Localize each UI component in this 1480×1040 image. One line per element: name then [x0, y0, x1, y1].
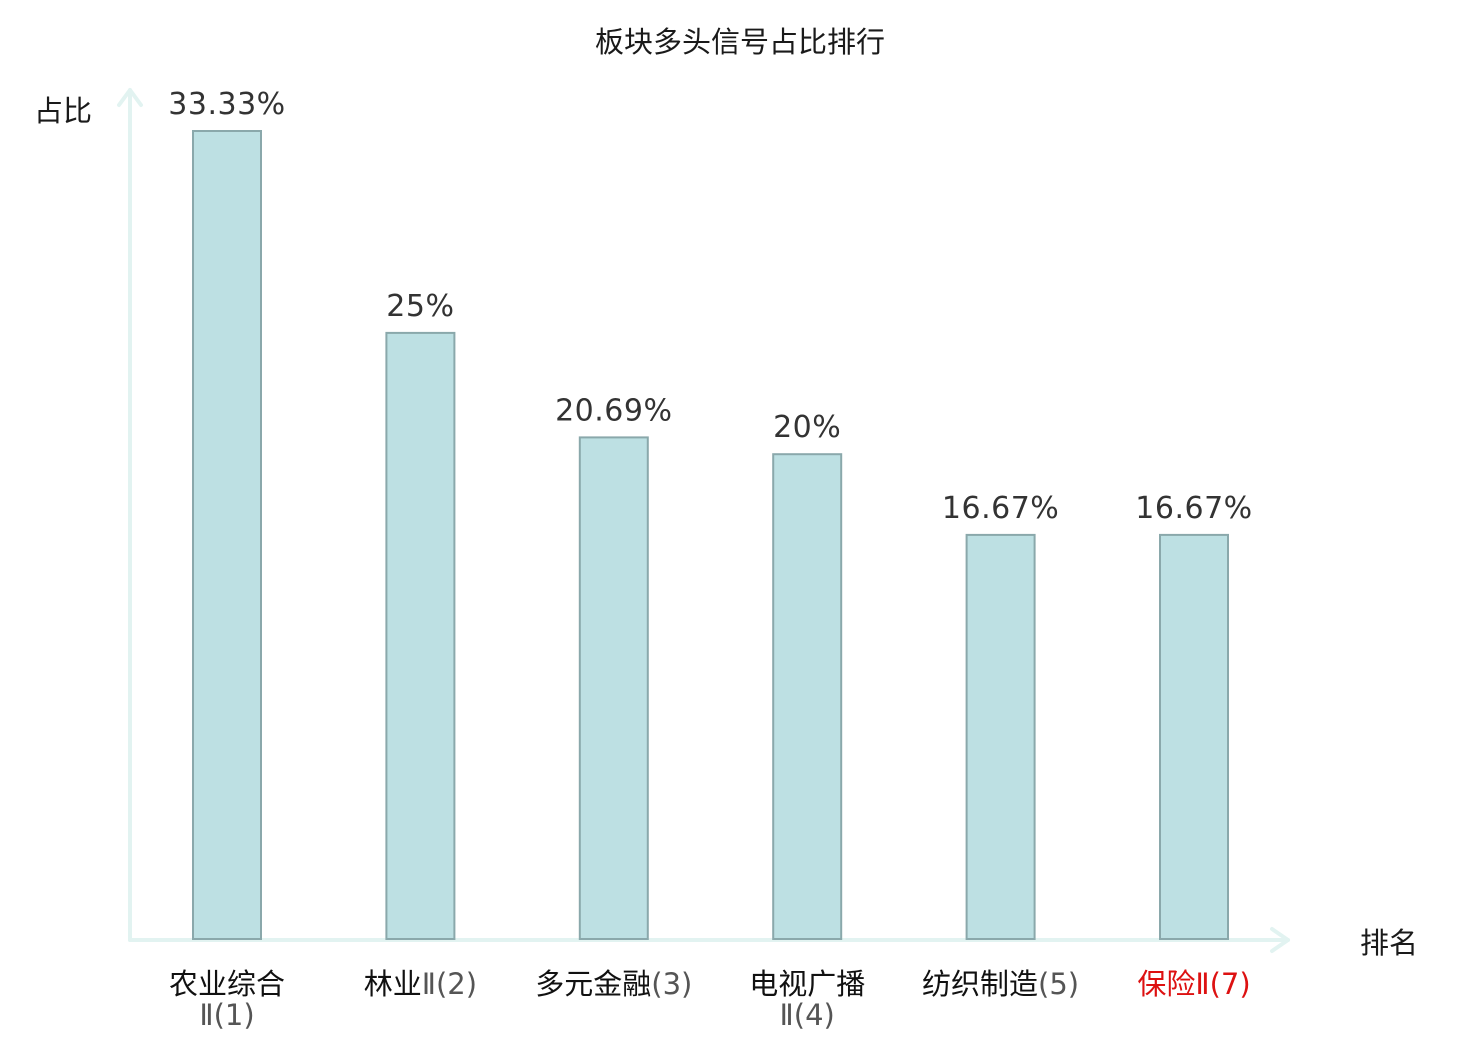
chart-title: 板块多头信号占比排行	[595, 25, 885, 59]
category-label: 电视广播 Ⅱ(4)	[749, 967, 865, 1032]
y-axis-arrow	[117, 88, 143, 107]
category-rank: Ⅱ(2)	[422, 967, 477, 1001]
bar	[385, 331, 456, 940]
category-rank: Ⅱ(7)	[1195, 967, 1250, 1001]
value-labels-group: 33.33% 25% 20.69% 20% 16.67% 16.67%	[168, 87, 1252, 526]
x-axis-arrow	[1270, 927, 1290, 953]
bar	[772, 453, 843, 940]
bar-value-label: 33.33%	[168, 87, 285, 122]
category-rank: (3)	[651, 967, 692, 1001]
category-label: 林业Ⅱ(2)	[364, 967, 477, 1001]
category-name: 电视广播	[749, 967, 865, 1001]
bar	[578, 436, 649, 940]
bar-value-label: 16.67%	[1135, 491, 1252, 526]
bar	[965, 533, 1036, 941]
category-name: 农业综合	[169, 967, 285, 1001]
bar-value-label: 20.69%	[555, 393, 672, 428]
category-name: 保险	[1137, 967, 1195, 1001]
bar-value-label: 25%	[386, 289, 454, 324]
bar-value-label: 16.67%	[942, 491, 1059, 526]
x-axis-label: 排名	[1360, 926, 1418, 960]
category-label: 农业综合 Ⅱ(1)	[169, 967, 285, 1032]
category-label: 多元金融(3)	[535, 967, 692, 1001]
category-label: 保险Ⅱ(7)	[1137, 967, 1250, 1001]
bar	[192, 130, 262, 940]
category-name: 多元金融	[535, 967, 651, 1001]
y-axis-label: 占比	[34, 94, 92, 128]
category-name: 林业	[364, 967, 422, 1001]
category-rank: Ⅱ(1)	[199, 998, 254, 1032]
category-rank: (5)	[1038, 967, 1079, 1001]
category-name: 纺织制造	[922, 967, 1038, 1001]
category-rank: Ⅱ(4)	[780, 998, 835, 1032]
bar-value-label: 20%	[773, 410, 841, 445]
bar	[1159, 533, 1229, 941]
bars-group	[192, 130, 1229, 941]
category-label: 纺织制造(5)	[922, 967, 1079, 1001]
category-labels-group: 农业综合 Ⅱ(1)林业Ⅱ(2) 多元金融(3) 电视广播 Ⅱ(4)纺织制造(5) 保险Ⅱ(…	[169, 967, 1251, 1032]
axes	[117, 88, 1290, 953]
